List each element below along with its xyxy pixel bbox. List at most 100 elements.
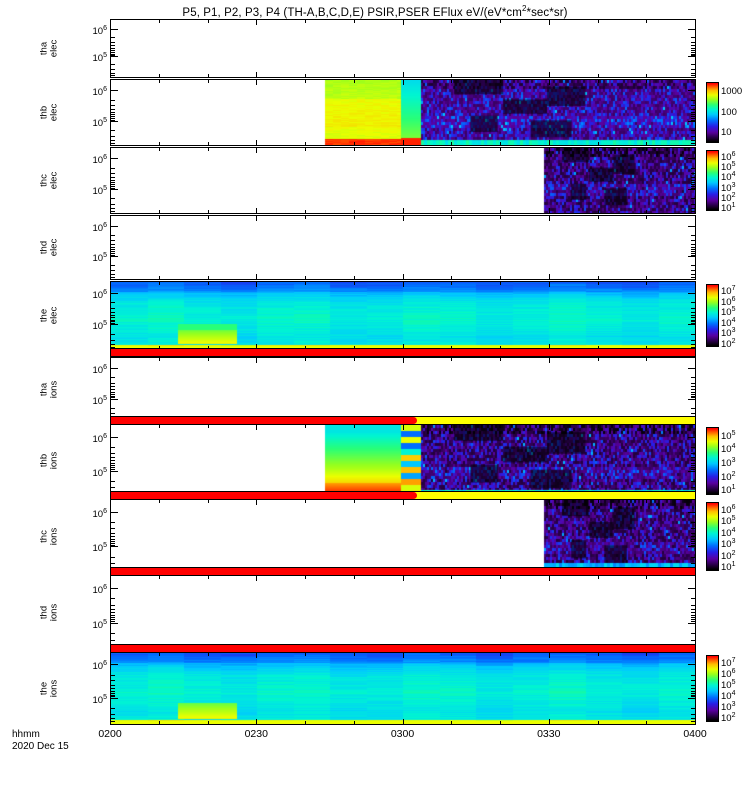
y-minor-tick [691, 105, 695, 107]
y-axis-label-the-elec: the elec [39, 285, 60, 345]
x-minor-tick [305, 142, 306, 145]
y-major-tick [111, 121, 118, 123]
y-tick-label-tha-elec-0: 106 [92, 25, 107, 38]
y-minor-tick [691, 145, 695, 147]
x-minor-tick [354, 80, 355, 83]
x-minor-tick [208, 282, 209, 285]
y-minor-tick [691, 119, 695, 121]
x-minor-tick [256, 653, 257, 658]
y-tick-label-the-elec-1: 105 [92, 320, 107, 333]
x-minor-tick [500, 500, 501, 503]
figure-title-pre: P5, P1, P2, P3, P4 (TH-A,B,C,D,E) PSIR,P… [182, 6, 522, 19]
x-minor-tick [403, 20, 404, 25]
x-minor-tick [159, 74, 160, 77]
x-minor-tick [305, 576, 306, 579]
y-minor-tick [691, 99, 695, 101]
x-minor-tick [256, 72, 257, 77]
y-axis-label-thc-elec: thc elec [39, 150, 60, 210]
x-minor-tick [305, 148, 306, 151]
panel-the-elec [110, 281, 696, 350]
x-minor-tick [598, 216, 599, 219]
x-minor-tick [549, 140, 550, 145]
y-minor-tick [691, 235, 695, 237]
x-minor-tick [500, 74, 501, 77]
x-minor-tick [646, 20, 647, 23]
y-minor-tick [111, 562, 115, 564]
x-minor-tick [695, 140, 696, 145]
x-minor-tick [695, 148, 696, 153]
x-minor-tick [695, 344, 696, 349]
x-axis-format-label: hhmm [12, 729, 40, 740]
x-minor-tick [256, 576, 257, 581]
panel-thd-ions [110, 575, 696, 651]
x-minor-tick [256, 140, 257, 145]
cbar-thc-elec-gradient [707, 151, 718, 210]
x-minor-tick [451, 425, 452, 428]
x-minor-tick [403, 140, 404, 145]
x-minor-tick [208, 346, 209, 349]
status-thc-ions [110, 567, 696, 576]
x-minor-tick [208, 653, 209, 656]
y-minor-tick [111, 457, 115, 459]
y-major-tick [111, 56, 118, 58]
x-minor-tick [549, 282, 550, 287]
y-minor-tick [691, 540, 695, 542]
x-minor-tick [208, 276, 209, 279]
y-minor-tick [111, 264, 115, 266]
x-minor-tick [110, 719, 111, 724]
y-minor-tick [111, 696, 115, 698]
cbar-the-ions-gradient [707, 656, 718, 721]
y-minor-tick [111, 452, 115, 454]
y-major-tick [111, 398, 118, 400]
x-minor-tick [159, 576, 160, 579]
x-minor-tick [256, 282, 257, 287]
y-major-tick [111, 587, 118, 589]
x-minor-tick [646, 346, 647, 349]
y-minor-tick [111, 395, 115, 397]
x-minor-tick [451, 282, 452, 285]
y-minor-tick [691, 114, 695, 116]
y-minor-tick [691, 346, 695, 348]
y-minor-tick [691, 48, 695, 49]
y-minor-tick [691, 680, 695, 682]
x-minor-tick [549, 274, 550, 279]
x-minor-tick [403, 80, 404, 85]
y-axis-label-tha-elec: tha elec [39, 18, 60, 78]
x-minor-tick [208, 142, 209, 145]
y-major-tick [688, 368, 695, 370]
y-minor-tick [111, 135, 115, 137]
y-axis-label-thb-ions: thb ions [39, 431, 60, 491]
y-major-tick [688, 622, 695, 624]
y-major-tick [688, 664, 695, 666]
x-minor-tick [256, 274, 257, 279]
y-minor-tick [691, 633, 695, 635]
y-minor-tick [691, 254, 695, 256]
cbar-thc-ions-tick-label-0: 106 [721, 503, 736, 516]
cbar-thc-ions-gradient [707, 503, 718, 570]
y-minor-tick [691, 173, 695, 175]
status-thb-ions-segment-0 [111, 492, 414, 499]
y-axis-label-thb-elec: thb elec [39, 82, 60, 142]
y-axis-label-line2: ions [48, 603, 59, 622]
y-minor-tick [691, 718, 695, 720]
y-minor-tick [111, 467, 115, 469]
y-minor-tick [691, 687, 695, 689]
y-minor-tick [111, 542, 115, 544]
y-minor-tick [691, 273, 695, 275]
x-tick-label-0330: 0330 [537, 728, 561, 740]
status-thb-ions [110, 491, 696, 500]
y-minor-tick [111, 251, 115, 253]
cbar-thb-ions-tick-label-4: 101 [721, 484, 736, 497]
y-minor-tick [691, 311, 695, 313]
x-minor-tick [305, 721, 306, 724]
y-minor-tick [111, 270, 115, 272]
y-minor-tick [111, 694, 115, 696]
spectrogram-canvas-the-elec [111, 282, 695, 349]
y-axis-label-line2: elec [48, 103, 59, 121]
y-minor-tick [111, 708, 115, 710]
x-minor-tick [500, 276, 501, 279]
x-minor-tick [256, 500, 257, 505]
cbar-the-ions-tick-label-5: 102 [721, 712, 736, 725]
y-major-tick [688, 436, 695, 438]
x-minor-tick [110, 20, 111, 25]
